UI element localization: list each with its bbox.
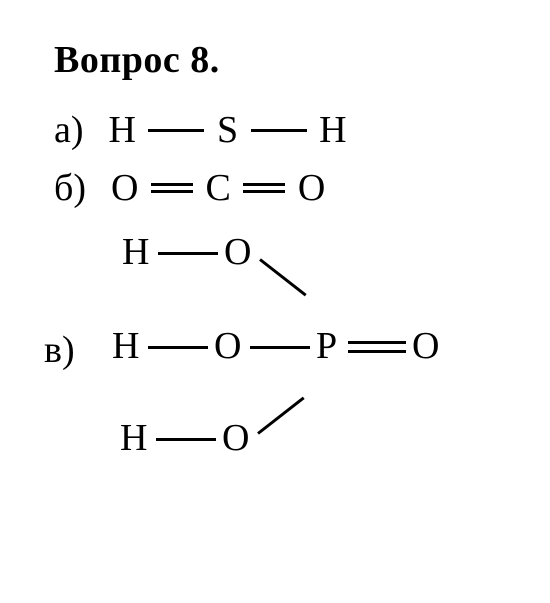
- bond-double: [348, 350, 406, 353]
- atom-H: H: [120, 416, 147, 460]
- atom-P: P: [316, 324, 337, 368]
- atom-O: O: [111, 161, 138, 216]
- atom-O: O: [222, 416, 249, 460]
- bond-single-diag: [259, 258, 307, 296]
- bond-single: [156, 438, 216, 441]
- item-b: б) O C O: [54, 158, 550, 216]
- page: Вопрос 8. а) H S H б) O C O в) H O H O P: [0, 0, 550, 474]
- bond-single: [148, 346, 208, 349]
- atom-H: H: [122, 230, 149, 274]
- item-a-label: а): [54, 103, 84, 158]
- atom-S: S: [217, 103, 238, 158]
- item-v-label: в): [44, 328, 75, 372]
- atom-O: O: [298, 161, 325, 216]
- bond-single: [148, 129, 204, 132]
- bond-double: [151, 183, 193, 193]
- bond-double: [348, 341, 406, 344]
- item-b-label: б): [54, 161, 86, 216]
- bond-single: [158, 252, 218, 255]
- bond-single: [250, 346, 310, 349]
- bond-single-diag: [257, 396, 305, 434]
- bond-single: [251, 129, 307, 132]
- atom-O: O: [412, 324, 439, 368]
- atom-C: C: [205, 161, 230, 216]
- question-title: Вопрос 8.: [54, 38, 550, 82]
- atom-H: H: [109, 103, 136, 158]
- atom-H: H: [319, 103, 346, 158]
- atom-O: O: [214, 324, 241, 368]
- item-a: а) H S H: [54, 100, 550, 158]
- bond-double: [243, 183, 285, 193]
- atom-H: H: [112, 324, 139, 368]
- atom-O: O: [224, 230, 251, 274]
- item-v: в) H O H O P O H O: [54, 224, 550, 474]
